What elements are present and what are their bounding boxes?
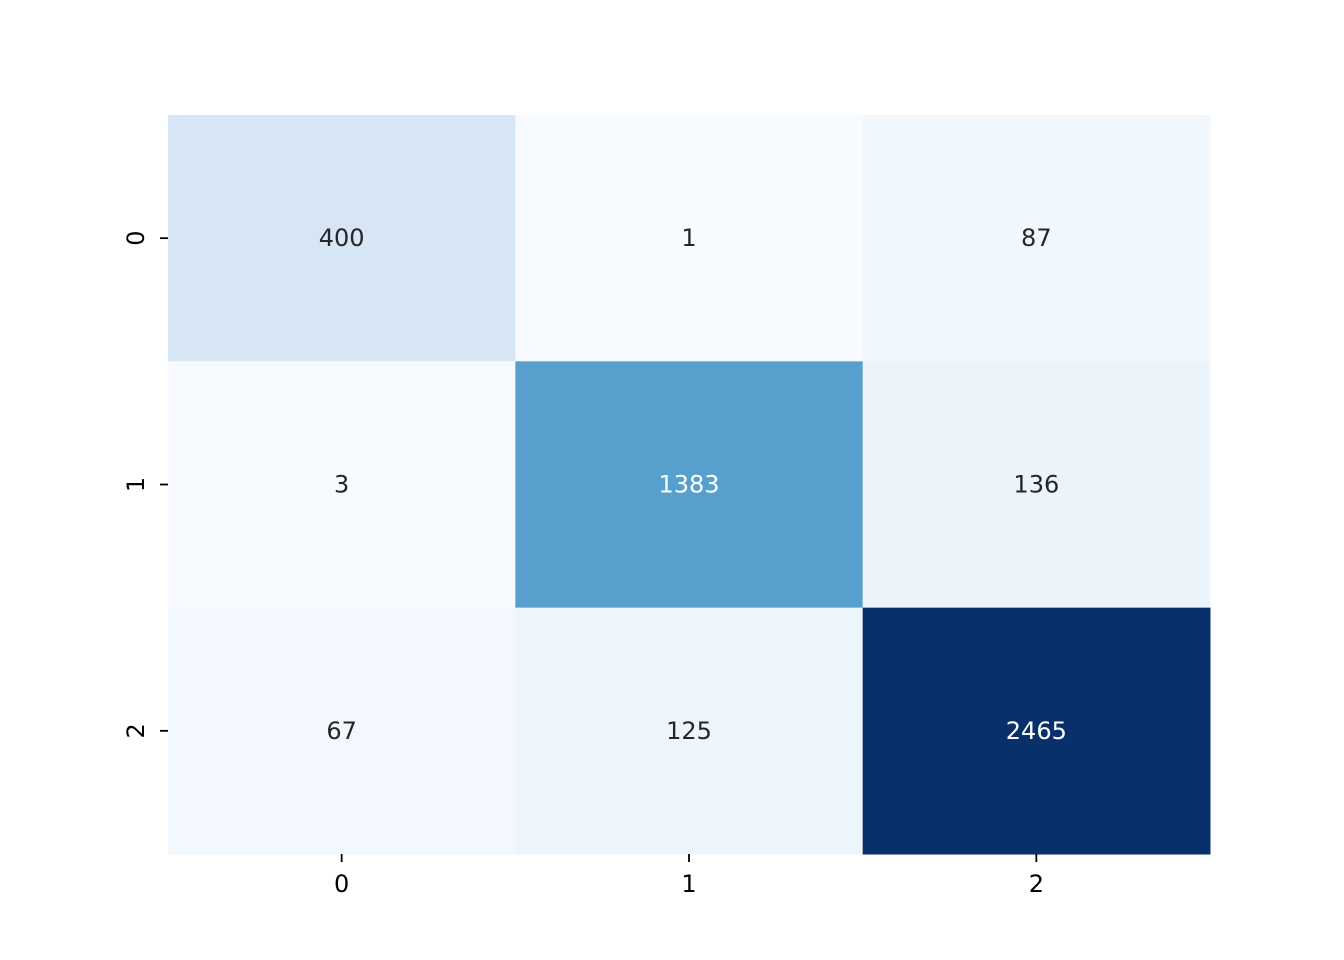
heatmap-cell-r2-c1 — [515, 607, 864, 855]
heatmap-cell-r0-c2 — [862, 115, 1211, 362]
heatmap-cell-r1-c0 — [168, 361, 516, 609]
y-axis: 0 1 2 — [122, 231, 168, 738]
heatmap-cell-r0-c1 — [515, 115, 864, 362]
cell-value-label-r0-c0: 400 — [319, 224, 365, 252]
cell-value-label-r1-c1: 1383 — [658, 471, 719, 499]
cell-value-label-r1-c2: 136 — [1013, 471, 1059, 499]
y-tick-label-1: 1 — [122, 477, 150, 492]
x-axis: 0 1 2 — [334, 854, 1044, 898]
x-tick-label-1: 1 — [681, 870, 696, 898]
heatmap-cell-r2-c0 — [168, 607, 516, 855]
y-tick-label-0: 0 — [122, 231, 150, 246]
heatmap-cell-r0-c0 — [168, 115, 516, 362]
heatmap-cells — [168, 115, 1211, 855]
x-tick-label-0: 0 — [334, 870, 349, 898]
heatmap-cell-r1-c1 — [515, 361, 864, 609]
cell-value-label-r2-c2: 2465 — [1006, 717, 1067, 745]
cell-value-label-r2-c0: 67 — [326, 717, 357, 745]
cell-value-label-r0-c2: 87 — [1021, 224, 1052, 252]
heatmap-cell-labels: 400 1 87 3 1383 136 67 125 2465 — [319, 224, 1067, 745]
cell-value-label-r2-c1: 125 — [666, 717, 712, 745]
y-tick-label-2: 2 — [122, 723, 150, 738]
heatmap-cell-r1-c2 — [862, 361, 1211, 609]
x-tick-label-2: 2 — [1029, 870, 1044, 898]
cell-value-label-r0-c1: 1 — [681, 224, 696, 252]
heatmap-cell-r2-c2 — [862, 607, 1211, 855]
cell-value-label-r1-c0: 3 — [334, 471, 349, 499]
